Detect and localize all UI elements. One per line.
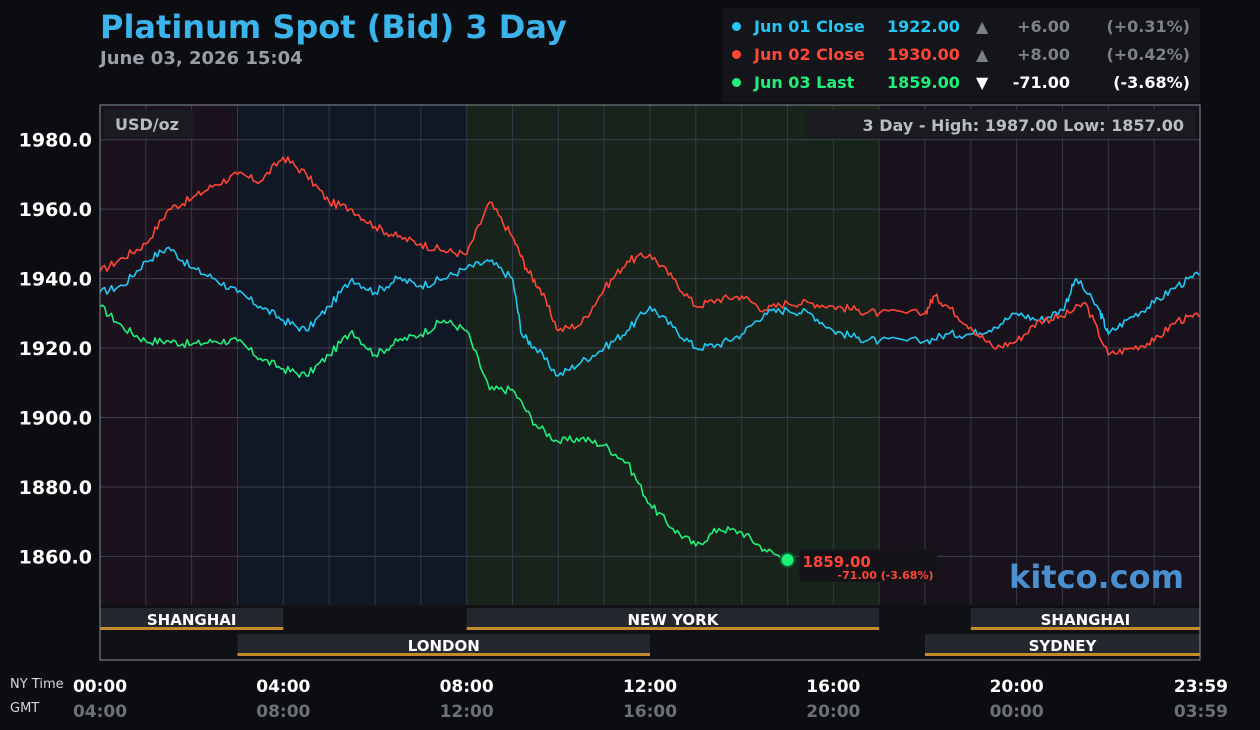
market-label: SYDNEY <box>1029 637 1098 655</box>
market-label: SHANGHAI <box>1041 611 1131 629</box>
legend-row[interactable]: Jun 03 Last 1859.00 ▼ -71.00 (-3.68%) <box>722 70 1200 96</box>
legend-row[interactable]: Jun 01 Close 1922.00 ▲ +6.00 (+0.31%) <box>722 14 1200 40</box>
market-bar <box>970 608 1200 630</box>
arrow-up-icon: ▲ <box>976 45 989 64</box>
legend-change: +6.00 <box>1017 17 1070 36</box>
legend-row[interactable]: Jun 02 Close 1930.00 ▲ +8.00 (+0.42%) <box>722 42 1200 68</box>
market-underline <box>970 627 1200 630</box>
y-tick-label: 1960.0 <box>19 199 92 221</box>
x-tick-label-gmt: 03:59 <box>1174 702 1228 722</box>
market-underline <box>466 627 880 630</box>
legend-label: Jun 03 Last <box>754 73 855 92</box>
y-axis: 1860.0 1880.0 1900.0 1920.0 1940.0 1960.0 1980… <box>19 130 92 569</box>
session-band <box>100 105 238 660</box>
legend-percent: (+0.42%) <box>1106 45 1190 64</box>
x-tick-label-ny: 00:00 <box>73 677 127 697</box>
y-tick-label: 1920.0 <box>19 338 92 360</box>
legend-change: +8.00 <box>1017 45 1070 64</box>
y-tick-label: 1980.0 <box>19 130 92 152</box>
last-change-label: -71.00 (-3.68%) <box>838 569 934 582</box>
arrow-down-icon: ▼ <box>976 73 989 92</box>
series-line-jun-02 <box>99 156 1200 356</box>
y-tick-label: 1880.0 <box>19 477 92 499</box>
market-underline <box>100 627 284 630</box>
legend-label: Jun 01 Close <box>754 17 865 36</box>
unit-label: USD/oz <box>115 115 179 134</box>
x-tick-label-ny: 16:00 <box>806 677 860 697</box>
plot-frame <box>99 104 1201 661</box>
market-sessions: SHANGHAI NEW YORK SHANGHAI LONDON SYDNEY <box>100 605 1200 660</box>
series-lines <box>99 156 1200 563</box>
x-tick-label-ny: 23:59 <box>1174 677 1228 697</box>
ny-time-label: NY Time <box>10 677 64 692</box>
x-tick-label-ny: 08:00 <box>440 677 494 697</box>
x-tick-label-ny: 04:00 <box>256 677 310 697</box>
x-tick-label-gmt: 00:00 <box>990 702 1044 722</box>
legend-percent: (-3.68%) <box>1113 73 1190 92</box>
gmt-label: GMT <box>10 701 39 716</box>
last-point-marker <box>779 551 796 568</box>
market-underline <box>237 653 650 656</box>
legend-change: -71.00 <box>1012 73 1070 92</box>
range-label: 3 Day - High: 1987.00 Low: 1857.00 <box>863 116 1184 135</box>
y-tick-label: 1940.0 <box>19 269 92 291</box>
y-tick-label: 1860.0 <box>19 546 92 568</box>
market-label: NEW YORK <box>628 611 720 629</box>
series-line-jun-03 <box>99 304 789 563</box>
market-bar <box>237 634 650 656</box>
last-value-box <box>799 549 938 582</box>
session-band <box>237 105 467 660</box>
arrow-up-icon: ▲ <box>976 17 989 36</box>
legend-value: 1859.00 <box>887 73 960 92</box>
legend-value: 1922.00 <box>887 17 960 36</box>
series-dot <box>732 50 741 59</box>
legend: Jun 01 Close 1922.00 ▲ +6.00 (+0.31%) Ju… <box>722 8 1200 102</box>
legend-label: Jun 02 Close <box>754 45 865 64</box>
last-value-label: 1859.00 <box>803 553 871 571</box>
grid-lines <box>100 105 1200 605</box>
x-tick-label-gmt: 12:00 <box>440 702 494 722</box>
y-tick-label: 1900.0 <box>19 408 92 430</box>
market-bar <box>466 608 880 630</box>
chart-timestamp: June 03, 2026 15:04 <box>100 48 303 69</box>
market-bar <box>100 608 284 630</box>
series-line-jun-01 <box>99 246 1200 377</box>
series-dot <box>732 22 741 31</box>
x-tick-label-gmt: 20:00 <box>806 702 860 722</box>
market-label: SHANGHAI <box>147 611 237 629</box>
legend-value: 1930.00 <box>887 45 960 64</box>
chart-title: Platinum Spot (Bid) 3 Day <box>100 8 567 46</box>
plot-overlay: USD/oz 3 Day - High: 1987.00 Low: 1857.00… <box>104 110 1196 596</box>
x-tick-label-gmt: 08:00 <box>256 702 310 722</box>
x-tick-label-ny: 20:00 <box>990 677 1044 697</box>
session-backgrounds <box>100 105 1200 660</box>
legend-percent: (+0.31%) <box>1106 17 1190 36</box>
x-axis: NY Time GMT 00:00 04:00 04:00 08:00 08:00 12:00… <box>10 677 1228 722</box>
market-label: LONDON <box>408 637 480 655</box>
x-tick-label-gmt: 16:00 <box>623 702 677 722</box>
unit-box <box>104 110 192 138</box>
x-tick-label-ny: 12:00 <box>623 677 677 697</box>
watermark: kitco.com <box>1009 558 1184 596</box>
range-box <box>806 110 1196 138</box>
x-tick-label-gmt: 04:00 <box>73 702 127 722</box>
series-dot <box>732 78 741 87</box>
market-bar <box>925 634 1200 656</box>
market-underline <box>925 653 1200 656</box>
